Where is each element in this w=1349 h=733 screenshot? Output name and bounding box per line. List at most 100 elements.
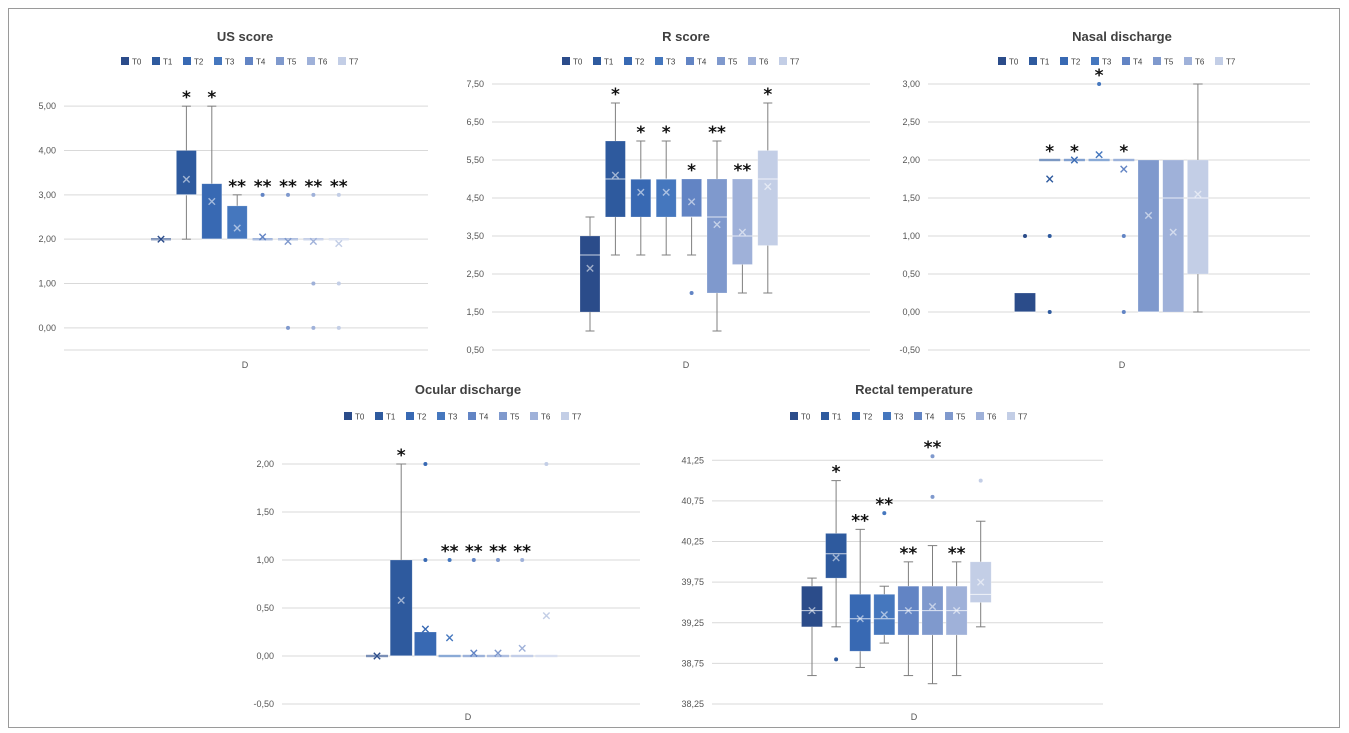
significance-marker: *: [1119, 142, 1128, 162]
legend-label-t0: T0: [801, 413, 811, 422]
box-t5: **: [706, 123, 728, 332]
box-body: [849, 594, 872, 652]
box-t3: **: [873, 495, 896, 644]
y-tick-label: 3,50: [466, 231, 484, 241]
legend-swatch-t7: [1007, 412, 1015, 420]
box-t1: *: [389, 446, 413, 657]
mean-marker: [421, 625, 430, 633]
category-label: D: [1119, 360, 1126, 370]
y-tick-label: 1,00: [902, 231, 920, 241]
y-tick-label: 3,00: [38, 190, 56, 200]
box-t4: *: [1113, 142, 1135, 314]
legend-swatch-t4: [686, 57, 694, 65]
chart-panel-0: US score T0 T1 T2 T3 T4 T5 T6 T7 0,00 1,00 2,00 3,00…: [38, 29, 428, 370]
legend-swatch-t5: [717, 57, 725, 65]
box-t2: *: [1063, 142, 1085, 164]
legend-label-t1: T1: [1040, 58, 1050, 67]
mean-marker: [586, 264, 594, 272]
legend-swatch-t4: [468, 412, 476, 420]
y-tick-label: 39,75: [681, 577, 704, 587]
y-tick-label: 2,00: [38, 234, 56, 244]
box-t0: [366, 652, 388, 660]
box-t7: [1187, 83, 1209, 313]
legend-label-t5: T5: [287, 58, 297, 67]
legend-swatch-t1: [375, 412, 383, 420]
legend-swatch-t0: [790, 412, 798, 420]
box-t1: *: [605, 85, 626, 256]
significance-marker: **: [330, 177, 348, 197]
significance-marker: **: [305, 177, 323, 197]
outlier-point: [1047, 234, 1052, 238]
outlier-point: [834, 657, 839, 662]
y-tick-label: 5,00: [38, 101, 56, 111]
mean-marker: [738, 228, 747, 236]
mean-marker: [182, 175, 191, 184]
outlier-point: [930, 494, 935, 499]
outlier-point: [689, 291, 694, 295]
box-t6: **: [732, 161, 753, 294]
legend-label-t3: T3: [448, 413, 458, 422]
legend-label-t3: T3: [666, 58, 676, 67]
y-tick-label: 0,50: [466, 345, 484, 355]
mean-marker: [309, 237, 318, 246]
box-body: [414, 631, 437, 657]
box-body: [1014, 292, 1036, 313]
legend-swatch-t5: [1153, 57, 1161, 65]
legend-swatch-t7: [1215, 57, 1223, 65]
chart-title: Ocular discharge: [415, 382, 521, 397]
legend-label-t6: T6: [541, 413, 551, 422]
box-t3: **: [226, 177, 248, 240]
mean-marker: [904, 606, 913, 615]
y-tick-label: 5,50: [466, 155, 484, 165]
legend-swatch-t4: [245, 57, 253, 65]
box-t3: *: [1088, 66, 1110, 162]
significance-marker: **: [924, 438, 942, 458]
box-t7: **: [328, 177, 349, 330]
outlier-point: [978, 478, 983, 483]
legend-label-t0: T0: [573, 58, 583, 67]
legend-swatch-t2: [624, 57, 632, 65]
box-t1: *: [1039, 142, 1061, 314]
legend-label-t5: T5: [956, 413, 966, 422]
box-t3: *: [655, 123, 677, 256]
significance-marker: *: [832, 463, 841, 483]
box-t0: [151, 235, 171, 243]
outlier-point: [423, 558, 428, 562]
y-tick-label: 40,75: [681, 496, 704, 506]
legend-swatch-t2: [406, 412, 414, 420]
y-tick-label: -0,50: [253, 699, 274, 709]
y-tick-label: 3,00: [902, 79, 920, 89]
box-body: [176, 150, 197, 196]
legend-swatch-t3: [883, 412, 891, 420]
box-t2: *: [630, 123, 652, 256]
mean-marker: [880, 610, 888, 619]
legend-label-t5: T5: [1164, 58, 1174, 67]
mean-marker: [1070, 156, 1079, 164]
legend-swatch-t5: [945, 412, 953, 420]
y-tick-label: -0,50: [899, 345, 920, 355]
outlier-point: [1097, 82, 1102, 86]
y-tick-label: 0,50: [256, 603, 274, 613]
significance-marker: **: [948, 544, 966, 564]
box-t5: **: [921, 438, 944, 685]
legend-swatch-t1: [1029, 57, 1037, 65]
legend-label-t0: T0: [355, 413, 365, 422]
box-body: [1137, 159, 1160, 313]
legend-label-t7: T7: [1226, 58, 1236, 67]
significance-marker: *: [1045, 142, 1054, 162]
legend-swatch-t7: [561, 412, 569, 420]
mean-marker: [764, 182, 772, 191]
legend-label-t3: T3: [225, 58, 235, 67]
y-tick-label: 2,50: [466, 269, 484, 279]
outlier-point: [882, 511, 887, 516]
legend-label-t4: T4: [925, 413, 935, 422]
legend-swatch-t3: [655, 57, 663, 65]
legend-label-t6: T6: [318, 58, 328, 67]
significance-marker: **: [875, 495, 893, 515]
chart-title: US score: [217, 29, 273, 44]
significance-marker: *: [687, 161, 696, 181]
legend-swatch-t2: [852, 412, 860, 420]
y-tick-label: 41,25: [681, 455, 704, 465]
mean-marker: [1169, 228, 1177, 236]
y-tick-label: 4,50: [466, 193, 484, 203]
